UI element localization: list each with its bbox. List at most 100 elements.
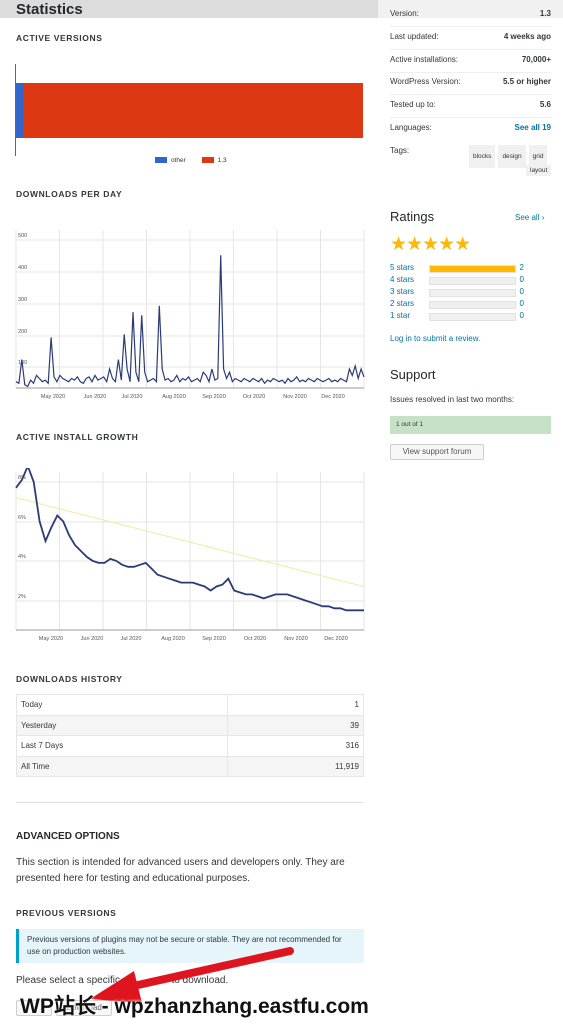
x-tick-label: Dec 2020	[321, 394, 345, 400]
resolved-text: 1 out of 1	[396, 421, 424, 428]
history-value: 1	[227, 694, 364, 716]
meta-divider	[390, 72, 551, 73]
table-row: Today 1	[15, 694, 364, 716]
table-row: All Time 11,919	[15, 755, 364, 777]
ratings-title: Ratings	[390, 209, 435, 224]
tag-layout[interactable]: layout	[526, 165, 552, 176]
meta-value: 5.5 or higher	[502, 77, 551, 86]
y-tick-label: 300	[18, 297, 27, 303]
ratings-see-all-label: See all	[515, 213, 540, 222]
resolved-bar: 1 out of 1	[390, 416, 551, 434]
rating-row[interactable]: 1 star 0	[390, 311, 551, 323]
downloads-history-heading: DOWNLOADS HISTORY	[16, 674, 123, 684]
meta-label: Tested up to:	[390, 100, 436, 109]
version-select[interactable]	[16, 1000, 52, 1016]
rating-label: 2 stars	[390, 299, 415, 308]
bar-1-3	[22, 83, 363, 138]
active-install-growth-chart: 8%6%4%2%May 2020 Jun 2020 Jul 2020 Aug 2020…	[15, 468, 365, 642]
select-prefix: Please select a specific	[16, 975, 120, 986]
rating-bar	[429, 289, 516, 297]
meta-row: Active installations: 70,000+	[390, 55, 551, 64]
tags-label: Tags:	[390, 146, 410, 155]
select-suffix: to download.	[171, 975, 229, 986]
meta-row: Languages: See all 19	[390, 123, 551, 132]
y-tick-label: 200	[18, 329, 27, 335]
meta-divider	[390, 117, 551, 118]
x-tick-label: Aug 2020	[162, 394, 186, 400]
rating-count: 0	[519, 311, 524, 320]
bar-other	[16, 83, 23, 138]
meta-divider	[390, 26, 551, 27]
downloads-per-day-heading: DOWNLOADS PER DAY	[16, 189, 123, 199]
legend-label-other: other	[171, 157, 186, 164]
rating-count: 0	[519, 275, 524, 284]
download-button[interactable]: Download	[56, 1000, 112, 1016]
meta-divider	[390, 49, 551, 50]
rating-label: 5 stars	[390, 263, 415, 272]
history-label: Last 7 Days	[15, 735, 229, 757]
rating-bar	[429, 265, 516, 273]
meta-label: Last updated:	[390, 32, 439, 41]
rating-count: 0	[519, 299, 524, 308]
meta-value[interactable]: See all 19	[514, 123, 551, 132]
rating-row[interactable]: 5 stars 2	[390, 263, 551, 275]
rating-label: 4 stars	[390, 275, 415, 284]
active-versions-axis	[15, 64, 16, 156]
tag-grid[interactable]: grid	[528, 145, 548, 168]
rating-count: 2	[519, 263, 524, 272]
y-tick-label: 4%	[18, 554, 26, 560]
x-tick-label: Jun 2020	[81, 636, 104, 642]
previous-versions-heading: PREVIOUS VERSIONS	[16, 908, 117, 918]
x-tick-label: Jul 2020	[122, 394, 143, 400]
rating-count: 0	[519, 287, 524, 296]
meta-label: WordPress Version:	[390, 77, 461, 86]
ratings-see-all-link[interactable]: See all ›	[515, 213, 544, 222]
star-rating-icon: ★★★★★	[390, 234, 471, 255]
rating-row[interactable]: 4 stars 0	[390, 275, 551, 287]
meta-value: 4 weeks ago	[503, 32, 551, 41]
history-label: Yesterday	[15, 714, 229, 736]
view-support-forum-button[interactable]: View support forum	[390, 444, 484, 460]
rating-label: 3 stars	[390, 287, 415, 296]
meta-row: WordPress Version: 5.5 or higher	[390, 77, 551, 86]
tag-list: blocks design grid	[466, 145, 556, 168]
meta-divider	[390, 94, 551, 95]
legend-label-1-3: 1.3	[217, 157, 227, 164]
legend-swatch-1-3	[201, 157, 214, 164]
x-tick-label: Dec 2020	[324, 636, 348, 642]
red-arrow-icon	[90, 947, 294, 1003]
x-tick-label: May 2020	[39, 636, 63, 642]
table-row: Yesterday 39	[15, 714, 364, 736]
chevron-right-icon: ›	[541, 213, 545, 222]
rating-row[interactable]: 3 stars 0	[390, 287, 551, 299]
x-tick-label: Sep 2020	[202, 636, 226, 642]
rating-label: 1 star	[390, 311, 411, 320]
meta-row: Tested up to: 5.6	[390, 100, 551, 109]
section-divider	[16, 802, 364, 803]
tag-blocks[interactable]: blocks	[469, 145, 496, 168]
support-issues-text: Issues resolved in last two months:	[390, 395, 515, 404]
history-value: 39	[227, 714, 364, 736]
tag-list-2: layout	[523, 164, 552, 176]
trend-line	[15, 497, 365, 588]
tag-design[interactable]: design	[498, 145, 526, 168]
login-review-link[interactable]: Log in to submit a review.	[390, 334, 481, 343]
active-versions-heading: ACTIVE VERSIONS	[16, 33, 103, 43]
rating-bar-fill	[430, 266, 515, 272]
x-tick-label: Oct 2020	[243, 394, 265, 400]
meta-value: 5.6	[539, 100, 551, 109]
x-tick-label: Oct 2020	[244, 636, 266, 642]
active-install-growth-heading: ACTIVE INSTALL GROWTH	[16, 432, 139, 442]
advanced-options-text: This section is intended for advanced us…	[16, 857, 345, 884]
support-title: Support	[390, 367, 436, 382]
x-tick-label: Aug 2020	[161, 636, 185, 642]
previous-versions-notice: Previous versions of plugins may not be …	[16, 929, 364, 963]
rating-row[interactable]: 2 stars 0	[390, 299, 551, 311]
advanced-options-heading: ADVANCED OPTIONS	[16, 831, 120, 842]
y-tick-label: 400	[18, 265, 27, 271]
meta-label: Active installations:	[390, 55, 459, 64]
history-value: 11,919	[227, 755, 364, 777]
meta-value: 1.3	[539, 9, 551, 18]
table-row: Last 7 Days 316	[15, 735, 364, 757]
